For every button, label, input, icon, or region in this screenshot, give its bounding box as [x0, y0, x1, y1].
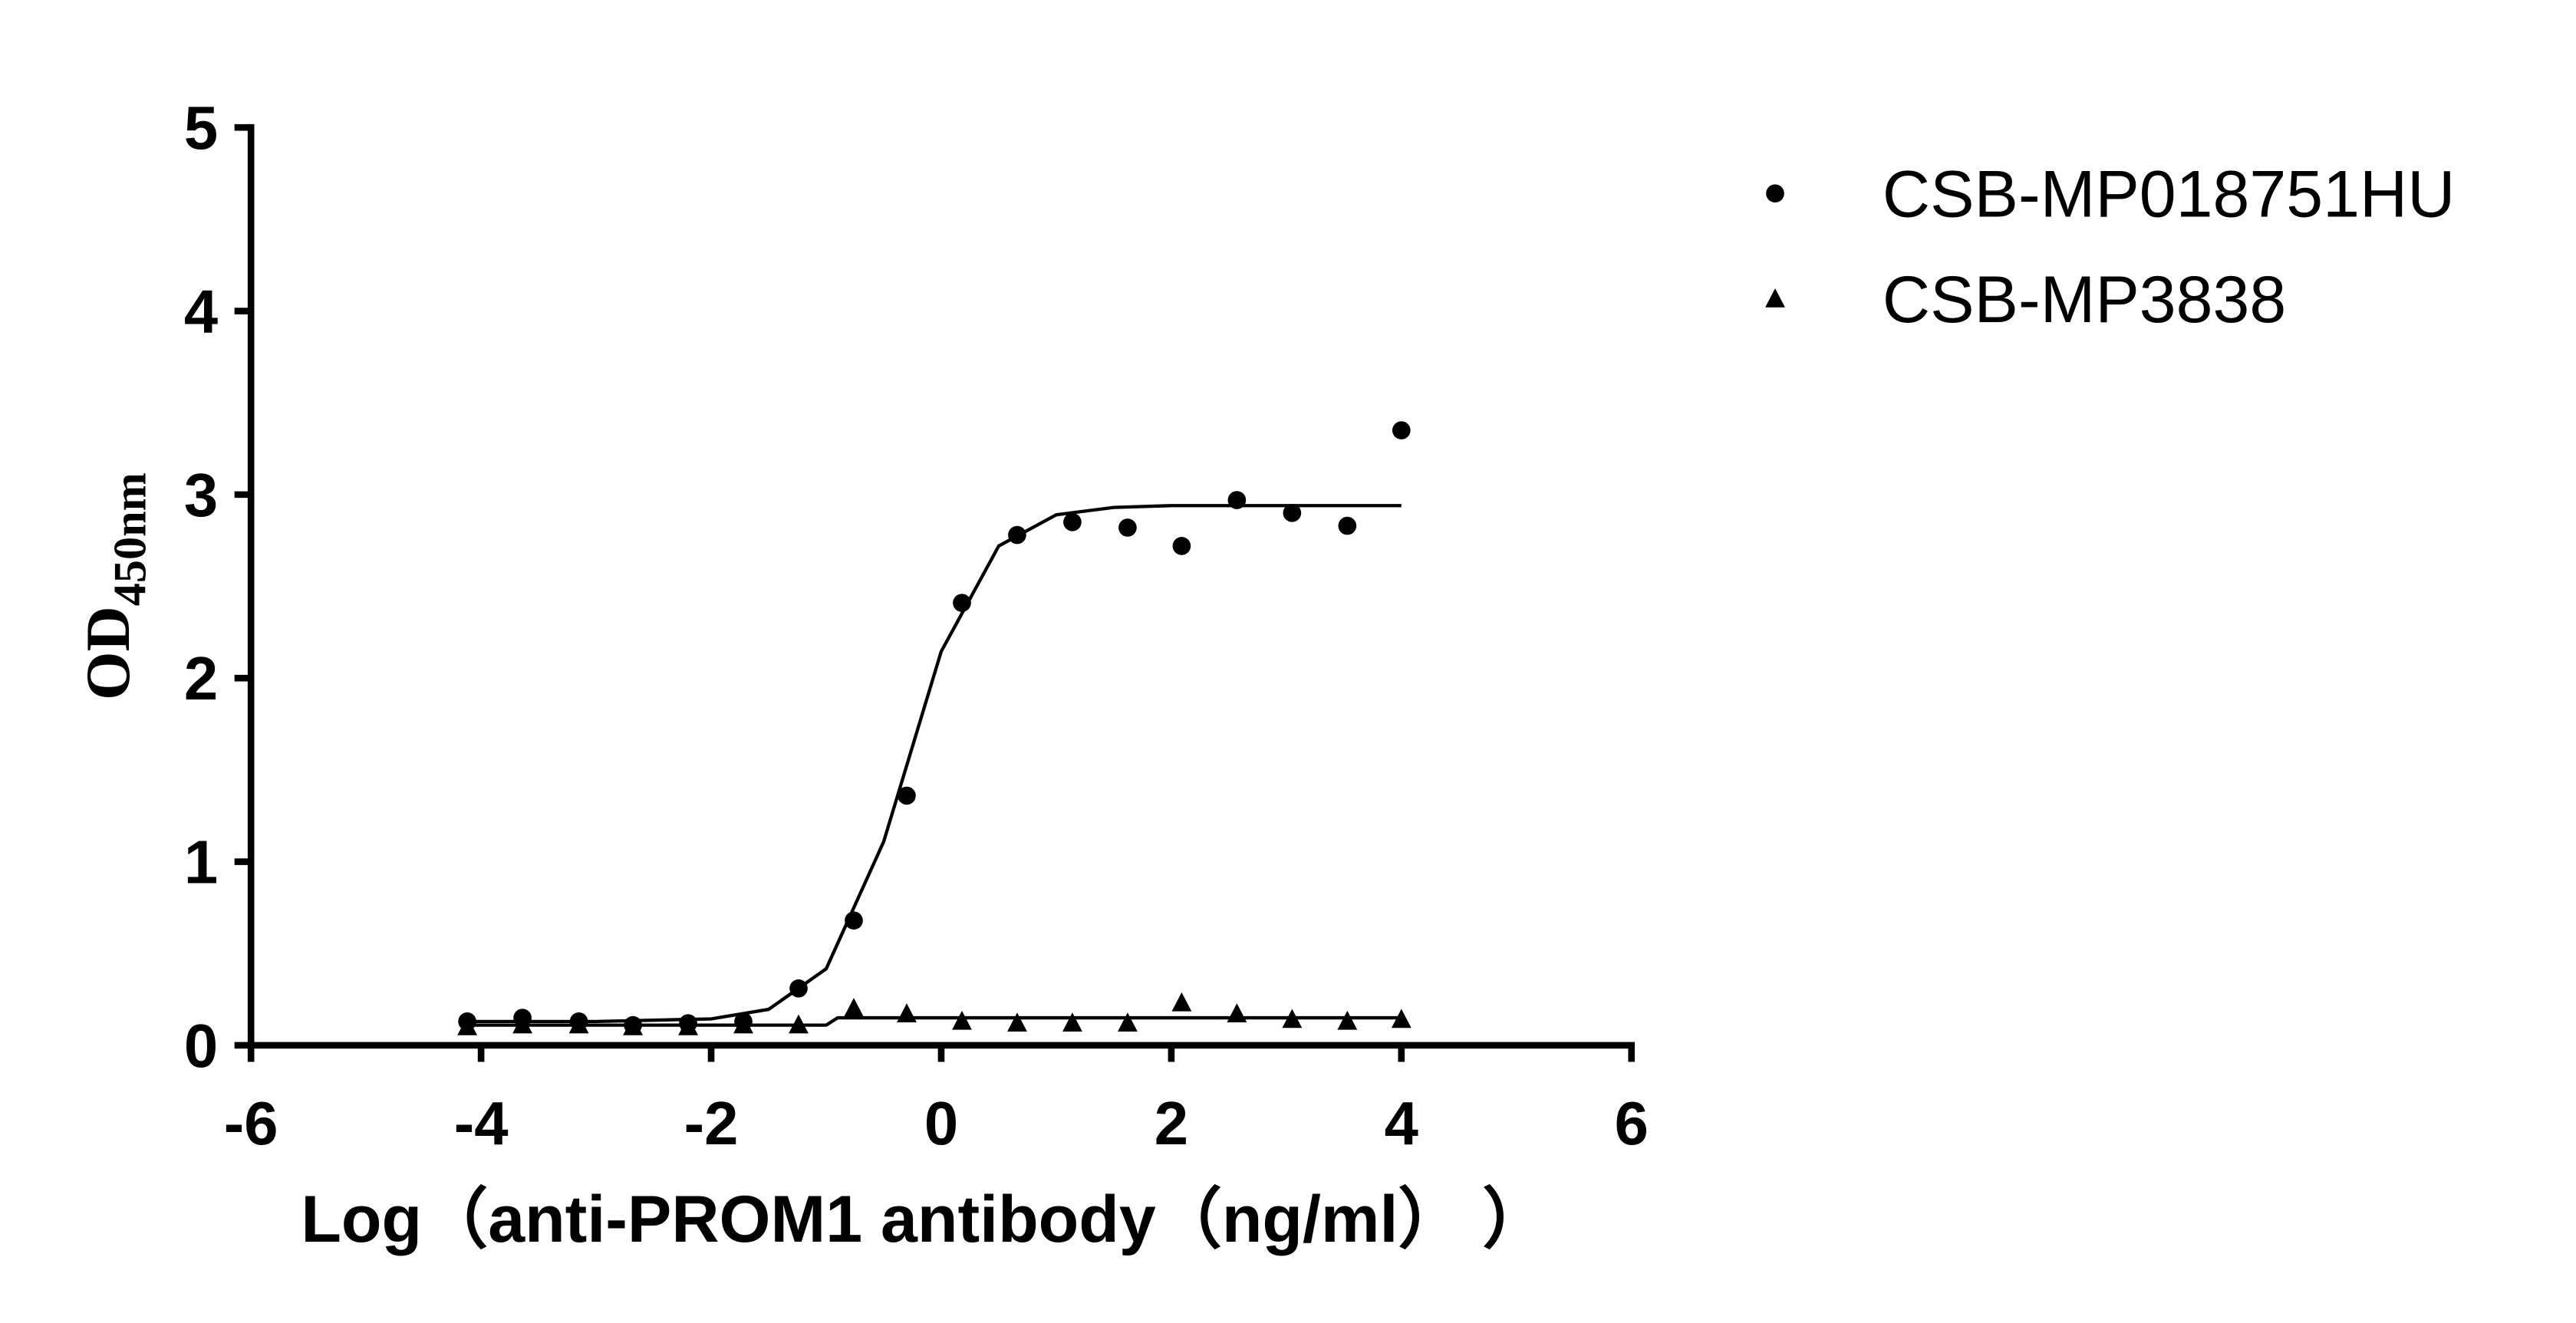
data-point: [1227, 1003, 1247, 1023]
data-point: [457, 1016, 478, 1035]
x-tick-label: -6: [224, 1089, 278, 1157]
legend-marker: [1765, 288, 1785, 308]
x-tick-label: 0: [924, 1089, 958, 1157]
data-point: [952, 1010, 972, 1030]
y-label-sub: 450nm: [104, 472, 156, 606]
data-point: [1392, 421, 1411, 439]
y-tick-label: 5: [184, 94, 218, 162]
legend-label: CSB-MP3838: [1883, 263, 2286, 337]
data-point: [1063, 512, 1082, 532]
data-point: [1171, 992, 1192, 1012]
y-tick-label: 0: [184, 1012, 218, 1080]
data-point: [897, 1003, 917, 1023]
x-tick-label: 2: [1155, 1089, 1188, 1157]
legend-label: CSB-MP018751HU: [1883, 157, 2455, 231]
data-point: [733, 1014, 753, 1034]
data-point: [1283, 503, 1302, 522]
data-point: [789, 979, 808, 998]
data-point: [1227, 491, 1247, 509]
data-point: [678, 1016, 698, 1035]
data-point: [1391, 1009, 1412, 1028]
data-point: [845, 911, 863, 930]
fit-curve: [467, 504, 1402, 1024]
data-point: [1118, 518, 1137, 537]
x-tick-label: -2: [684, 1089, 739, 1157]
data-point: [1337, 1010, 1358, 1030]
data-point: [568, 1014, 589, 1034]
data-point: [844, 998, 864, 1017]
data-point: [1172, 537, 1191, 555]
data-point: [1282, 1009, 1303, 1028]
fit-curve: [467, 1015, 1402, 1027]
x-axis-label: Log（anti-PROM1 antibody（ng/ml） ）: [301, 1183, 1548, 1256]
data-point: [1062, 1012, 1082, 1032]
data-point: [1117, 1012, 1138, 1032]
data-point: [1338, 516, 1357, 535]
y-tick-label: 2: [184, 644, 218, 713]
data-point: [512, 1014, 533, 1034]
data-point: [898, 786, 916, 805]
data-point: [1008, 525, 1026, 545]
legend-marker: [1766, 184, 1784, 203]
data-point: [953, 594, 971, 612]
x-tick-label: -4: [454, 1089, 509, 1157]
y-axis-label: OD450nm: [73, 472, 156, 700]
data-point: [1007, 1012, 1027, 1032]
x-tick-label: 6: [1615, 1089, 1649, 1157]
y-label-main: OD: [73, 606, 143, 700]
y-tick-label: 1: [184, 828, 218, 897]
y-tick-label: 3: [184, 461, 218, 529]
data-point: [789, 1014, 809, 1034]
y-tick-label: 4: [184, 277, 218, 345]
x-tick-label: 4: [1385, 1089, 1418, 1157]
data-point: [623, 1016, 643, 1035]
